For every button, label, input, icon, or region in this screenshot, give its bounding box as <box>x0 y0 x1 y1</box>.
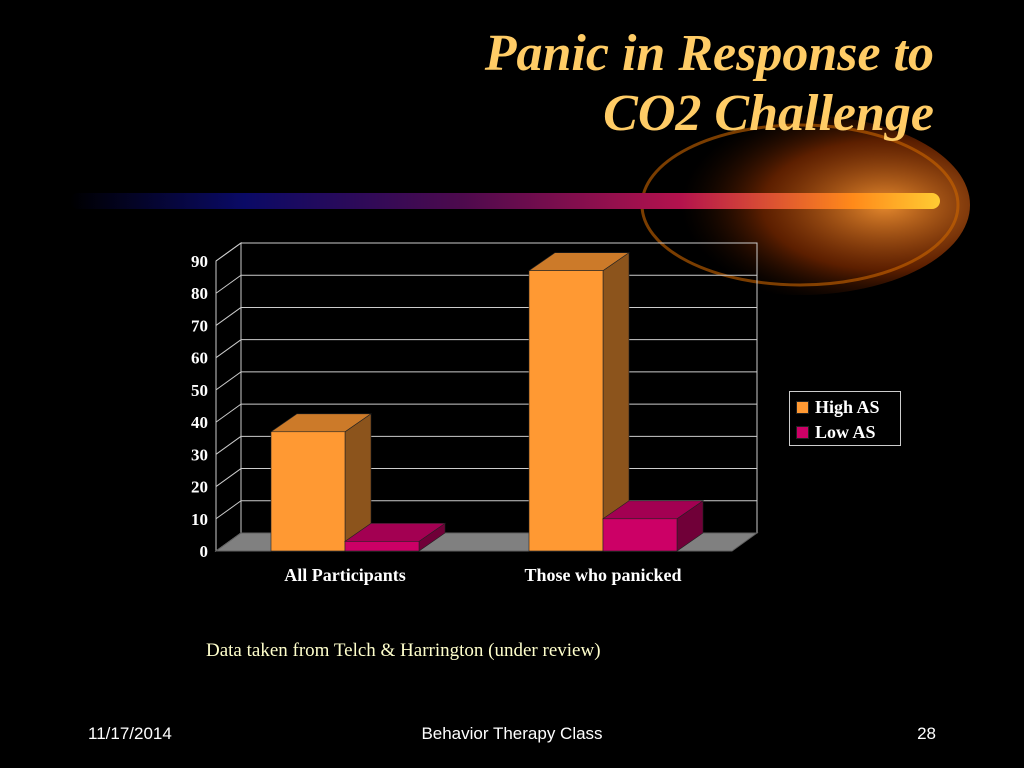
footer-page-number: 28 <box>917 724 936 743</box>
bar-high-as-0 <box>270 431 346 552</box>
gridline-side <box>215 403 242 423</box>
gridline-side <box>215 500 242 520</box>
x-category-label: Those who panicked <box>524 565 681 585</box>
y-tick-label: 40 <box>191 413 208 432</box>
y-tick-label: 80 <box>191 284 208 303</box>
gridline-side <box>215 307 242 326</box>
y-tick-label: 20 <box>191 478 208 497</box>
gridline-side <box>215 274 242 294</box>
y-tick-label: 50 <box>191 381 208 400</box>
legend-swatch-low-as <box>796 426 809 439</box>
y-tick-label: 0 <box>200 542 209 561</box>
source-caption: Data taken from Telch & Harrington (unde… <box>206 640 601 661</box>
title-line-2: CO2 Challenge <box>603 85 934 142</box>
bar-high-as-1 <box>528 270 604 552</box>
footer-date: 11/17/2014 <box>88 724 172 743</box>
legend-item-high-as: High AS <box>796 395 900 420</box>
footer-course: Behavior Therapy Class <box>421 724 603 743</box>
y-tick-label: 10 <box>191 510 208 529</box>
gridline-side <box>215 371 242 391</box>
y-tick-label: 30 <box>191 445 208 464</box>
legend-label-high-as: High AS <box>815 397 880 417</box>
legend-swatch-high-as <box>796 401 809 414</box>
legend-label-low-as: Low AS <box>815 422 876 442</box>
y-tick-label: 60 <box>191 349 208 368</box>
bar-low-as-0 <box>344 541 420 552</box>
y-tick-label: 70 <box>191 316 208 335</box>
chart-side-wall <box>215 242 242 552</box>
title-line-1: Panic in Response to <box>484 25 934 82</box>
chart-legend: High AS Low AS <box>789 391 901 446</box>
gridline-side <box>215 435 242 455</box>
gridline-side <box>215 242 242 262</box>
x-category-label: All Participants <box>284 565 406 585</box>
gridline-side <box>215 468 242 487</box>
slide-title: Panic in Response to CO2 Challenge <box>234 24 934 144</box>
y-tick-label: 90 <box>191 252 208 271</box>
legend-item-low-as: Low AS <box>796 420 900 445</box>
bar-low-as-1 <box>602 518 678 552</box>
gridline-side <box>215 339 242 359</box>
